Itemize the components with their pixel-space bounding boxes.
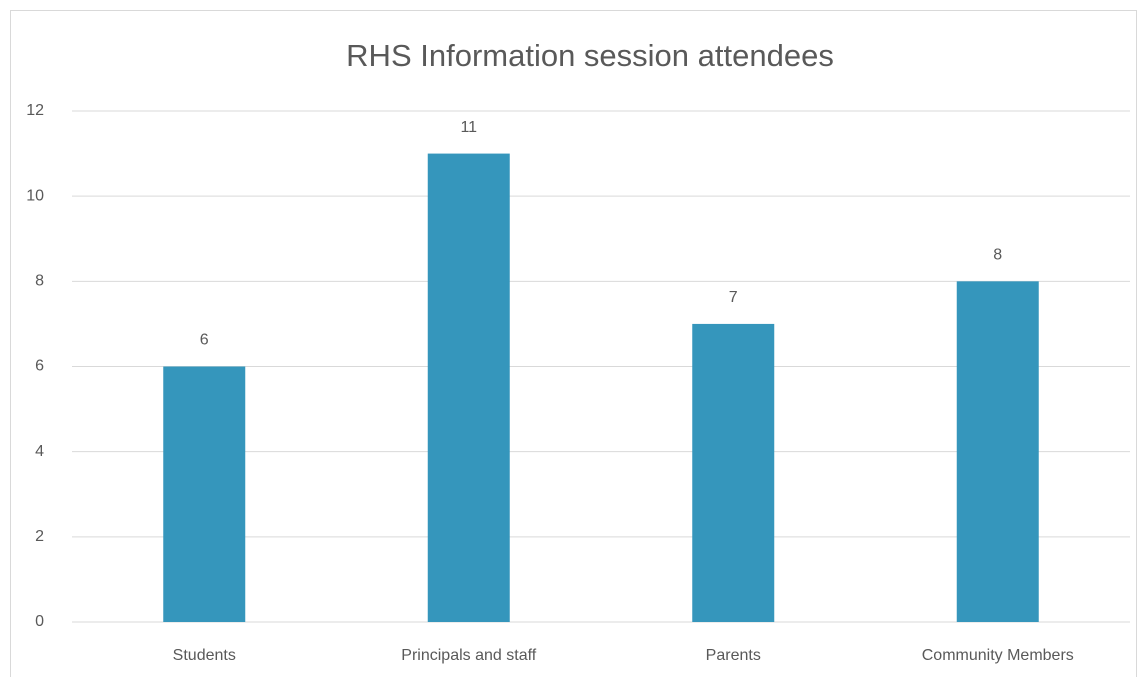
bar xyxy=(163,366,246,622)
data-label: 7 xyxy=(729,289,738,306)
chart-title: RHS Information session attendees xyxy=(346,38,834,73)
bar xyxy=(427,153,510,623)
y-tick-label: 12 xyxy=(26,102,44,119)
y-tick-label: 6 xyxy=(35,358,44,375)
y-tick-label: 8 xyxy=(35,273,44,290)
y-tick-label: 4 xyxy=(35,443,44,460)
x-tick-label: Principals and staff xyxy=(401,647,536,664)
x-tick-label: Community Members xyxy=(922,647,1074,664)
data-label: 11 xyxy=(460,119,477,136)
data-label: 8 xyxy=(993,247,1002,264)
y-tick-label: 0 xyxy=(35,613,44,630)
x-tick-label: Parents xyxy=(706,647,761,664)
bar xyxy=(692,323,775,622)
x-tick-label: Students xyxy=(173,647,236,664)
data-label: 6 xyxy=(200,332,209,349)
y-tick-label: 2 xyxy=(35,528,44,545)
bar xyxy=(956,281,1039,622)
y-tick-label: 10 xyxy=(26,187,44,204)
